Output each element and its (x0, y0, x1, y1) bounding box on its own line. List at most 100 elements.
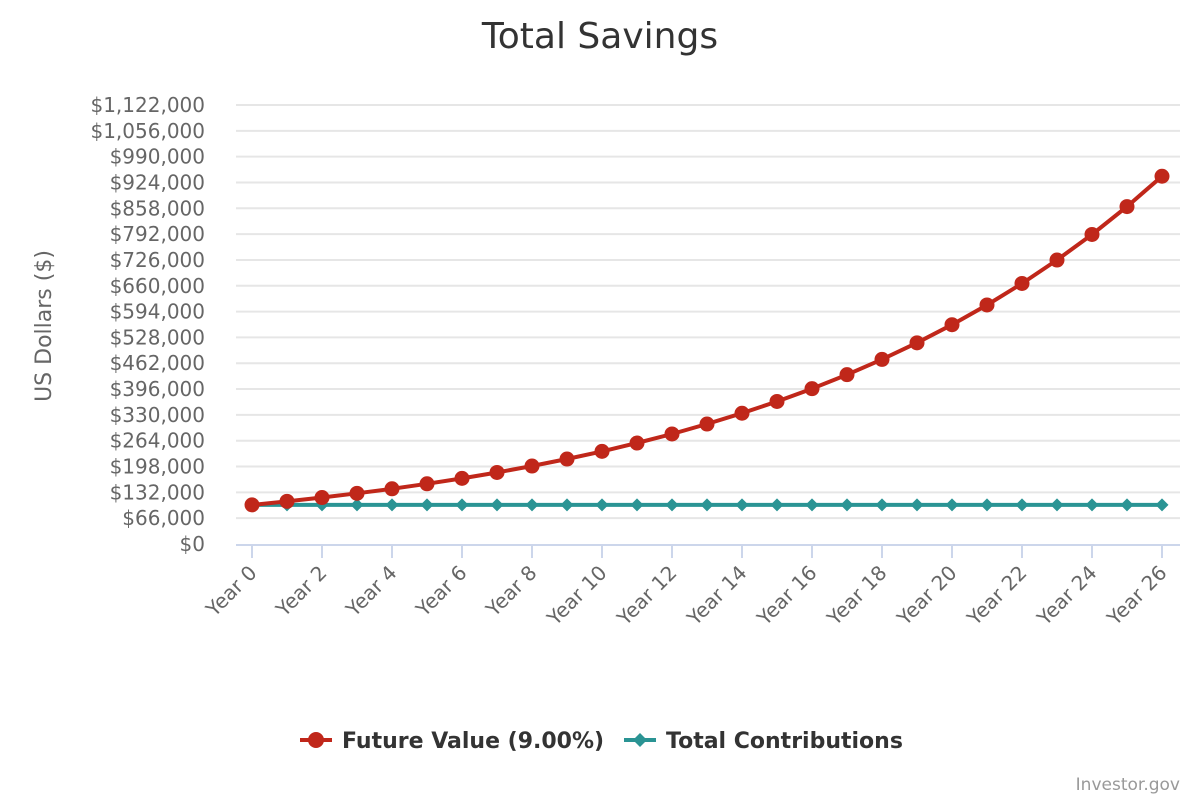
data-point[interactable] (874, 351, 890, 367)
y-tick-label: $924,000 (110, 170, 205, 194)
data-point[interactable] (350, 498, 364, 512)
x-tick-label: Year 8 (480, 561, 541, 622)
x-tick-label: Year 4 (340, 561, 401, 622)
gridlines (236, 104, 1180, 520)
data-point[interactable] (1050, 498, 1064, 512)
data-point[interactable] (665, 498, 679, 512)
x-tick-label: Year 12 (611, 561, 681, 631)
data-point[interactable] (629, 435, 645, 451)
series-future-value (244, 168, 1170, 513)
data-point[interactable] (594, 443, 610, 459)
legend-label: Total Contributions (666, 729, 903, 754)
data-point[interactable] (560, 498, 574, 512)
x-tick-label: Year 18 (821, 561, 891, 631)
data-point[interactable] (630, 498, 644, 512)
data-point[interactable] (664, 426, 680, 442)
y-tick-label: $594,000 (110, 300, 205, 324)
plot-series (244, 168, 1170, 513)
data-point[interactable] (1049, 252, 1065, 268)
data-point[interactable] (559, 451, 575, 467)
y-tick-label: $528,000 (110, 325, 205, 349)
y-tick-label: $264,000 (110, 429, 205, 453)
x-axis: Year 0 Year 2 Year 4 Year 6 Year 8 Year 10 Yea… (200, 544, 1180, 631)
credit-label[interactable]: Investor.gov (1076, 775, 1180, 795)
y-tick-label: $0 (180, 532, 205, 556)
y-axis-title: US Dollars ($) (32, 250, 57, 402)
data-point[interactable] (595, 498, 609, 512)
x-tick-label: Year 26 (1101, 561, 1171, 631)
data-point[interactable] (945, 498, 959, 512)
data-point[interactable] (1155, 498, 1169, 512)
y-tick-label: $792,000 (110, 222, 205, 246)
data-point[interactable] (349, 485, 365, 501)
legend-symbol-marker (308, 732, 324, 748)
data-point[interactable] (419, 476, 435, 492)
chart-title: Total Savings (481, 16, 718, 57)
data-point[interactable] (769, 393, 785, 409)
data-point[interactable] (805, 498, 819, 512)
data-point[interactable] (944, 317, 960, 333)
legend[interactable]: Future Value (9.00%) Total Contributions (300, 729, 903, 754)
series-total-contributions (245, 498, 1169, 512)
data-point[interactable] (244, 497, 260, 513)
data-point[interactable] (420, 498, 434, 512)
data-point[interactable] (490, 498, 504, 512)
legend-item-total-contributions[interactable]: Total Contributions (624, 729, 903, 754)
data-point[interactable] (699, 416, 715, 432)
data-point[interactable] (454, 470, 470, 486)
data-point[interactable] (804, 381, 820, 397)
data-point[interactable] (1120, 498, 1134, 512)
data-point[interactable] (1084, 226, 1100, 242)
x-tick-label: Year 22 (961, 561, 1031, 631)
y-tick-label: $198,000 (110, 455, 205, 479)
y-tick-label: $66,000 (122, 506, 205, 530)
x-tick-label: Year 16 (751, 561, 821, 631)
series-line (250, 174, 1164, 507)
data-point[interactable] (909, 335, 925, 351)
y-axis-ticks: $0$66,000$132,000$198,000$264,000$330,00… (90, 93, 205, 556)
x-tick-label: Year 24 (1031, 561, 1101, 631)
data-point[interactable] (770, 498, 784, 512)
data-point[interactable] (700, 498, 714, 512)
data-point[interactable] (489, 464, 505, 480)
data-point[interactable] (979, 297, 995, 313)
x-tick-label: Year 14 (681, 561, 751, 631)
x-tick-label: Year 0 (200, 561, 261, 622)
data-point[interactable] (385, 498, 399, 512)
y-tick-label: $462,000 (110, 351, 205, 375)
data-point[interactable] (1154, 168, 1170, 184)
data-point[interactable] (279, 493, 295, 509)
data-point[interactable] (980, 498, 994, 512)
y-tick-label: $858,000 (110, 196, 205, 220)
legend-label: Future Value (9.00%) (342, 729, 604, 754)
x-tick-label: Year 20 (891, 561, 961, 631)
data-point[interactable] (384, 481, 400, 497)
data-point[interactable] (910, 498, 924, 512)
data-point[interactable] (1085, 498, 1099, 512)
data-point[interactable] (314, 490, 330, 506)
y-tick-label: $330,000 (110, 403, 205, 427)
data-point[interactable] (1015, 498, 1029, 512)
x-tick-label: Year 2 (270, 561, 331, 622)
y-tick-label: $132,000 (110, 480, 205, 504)
y-tick-label: $660,000 (110, 274, 205, 298)
data-point[interactable] (875, 498, 889, 512)
data-point[interactable] (524, 458, 540, 474)
y-tick-label: $726,000 (110, 248, 205, 272)
x-tick-label: Year 6 (410, 561, 471, 622)
legend-item-future-value[interactable]: Future Value (9.00%) (300, 729, 604, 754)
data-point[interactable] (840, 498, 854, 512)
data-point[interactable] (839, 367, 855, 383)
y-tick-label: $1,056,000 (90, 119, 205, 143)
data-point[interactable] (1014, 275, 1030, 291)
data-point[interactable] (735, 498, 749, 512)
x-tick-label: Year 10 (541, 561, 611, 631)
y-tick-label: $396,000 (110, 377, 205, 401)
data-point[interactable] (734, 405, 750, 421)
data-point[interactable] (1119, 199, 1135, 215)
y-tick-label: $990,000 (110, 145, 205, 169)
data-point[interactable] (525, 498, 539, 512)
data-point[interactable] (455, 498, 469, 512)
y-tick-label: $1,122,000 (90, 93, 205, 117)
